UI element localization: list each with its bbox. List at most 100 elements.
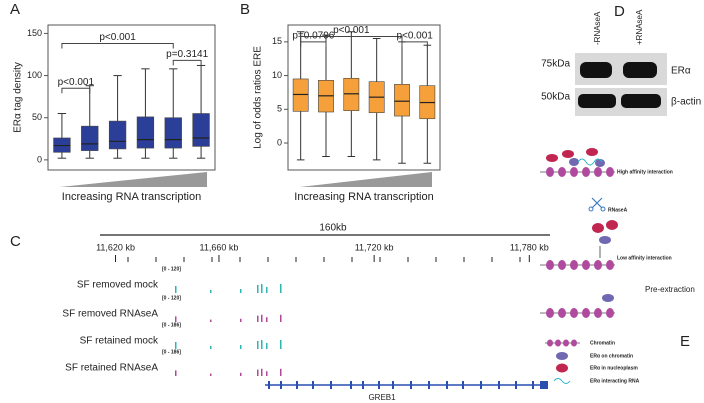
peak — [175, 316, 177, 322]
diagram-text: Pre-extraction — [645, 285, 695, 294]
exon — [515, 381, 517, 389]
exon — [498, 381, 500, 389]
exon — [532, 381, 534, 389]
diagram-text: RNaseA — [608, 207, 628, 213]
peak — [240, 289, 242, 293]
significance-bracket — [172, 59, 202, 66]
exon — [410, 381, 412, 389]
genome-tick-label: 11,720 kb — [355, 242, 394, 252]
y-tick-label: 15 — [272, 36, 282, 46]
peak — [261, 340, 263, 349]
peak — [210, 373, 212, 376]
box — [394, 84, 410, 117]
box — [164, 117, 182, 149]
significance-bracket — [300, 35, 403, 42]
gradient-triangle — [60, 172, 207, 187]
blot-band — [578, 94, 616, 108]
box — [136, 116, 155, 149]
peak — [280, 284, 282, 293]
blot-band — [580, 62, 612, 78]
diagram-text: Low affinity interaction — [617, 255, 672, 261]
track-name: SF retained RNAseA — [65, 363, 158, 374]
peak — [240, 345, 242, 349]
marker-label: 50kDa — [541, 92, 570, 103]
exon — [330, 381, 332, 389]
peak — [210, 319, 212, 322]
p-value: p<0.001 — [333, 25, 370, 36]
panel-letter: A — [10, 1, 20, 18]
box — [81, 125, 99, 151]
x-axis-label: Increasing RNA transcription — [294, 191, 433, 203]
diagram-text: High affinity interaction — [617, 169, 673, 175]
peak — [280, 368, 282, 376]
exon — [350, 381, 352, 389]
panel-letter: D — [614, 3, 625, 20]
lane-label: +RNAseA — [635, 9, 644, 45]
gene-name: GREB1 — [368, 393, 396, 402]
peak — [261, 368, 263, 376]
p-value: p<0.001 — [396, 31, 433, 42]
legend-text: Chromatin — [590, 340, 615, 346]
peak — [257, 369, 259, 376]
peak — [280, 340, 282, 349]
peak — [210, 346, 212, 349]
track-range: [0 - 186] — [162, 322, 181, 328]
y-axis-label: Log of odds ratios ERE — [253, 46, 264, 149]
box — [108, 120, 127, 150]
x-axis-label: Increasing RNA transcription — [62, 191, 201, 203]
peak — [175, 370, 177, 376]
y-tick-label: 50 — [32, 112, 42, 122]
genome-tick-label: 11,660 kb — [200, 242, 239, 252]
peak — [210, 290, 212, 293]
peak — [240, 372, 242, 376]
peak — [261, 314, 263, 322]
peak — [266, 371, 268, 376]
legend-text: ERα interacting RNA — [590, 378, 640, 384]
exon — [312, 381, 314, 389]
y-tick-label: 0 — [277, 137, 282, 147]
peak — [257, 285, 259, 293]
legend-text: ERα on chromatin — [590, 353, 633, 359]
significance-bracket — [61, 43, 174, 49]
track-name: SF removed RNAseA — [62, 309, 158, 320]
significance-bracket — [61, 87, 91, 94]
p-value: p=0.3141 — [166, 49, 208, 60]
peak — [266, 287, 268, 293]
peak — [261, 284, 263, 293]
peak — [266, 317, 268, 322]
peak — [257, 341, 259, 349]
y-tick-label: 0 — [37, 154, 42, 164]
exon — [362, 381, 364, 389]
exon — [268, 381, 270, 389]
track-name: SF removed mock — [77, 280, 159, 291]
scale-label: 160kb — [319, 223, 347, 234]
track-range: [0 - 120] — [162, 266, 181, 272]
y-tick-label: 5 — [277, 104, 282, 114]
track-name: SF retained mock — [80, 336, 159, 347]
protein-label: β-actin — [671, 97, 701, 108]
marker-label: 75kDa — [541, 59, 570, 70]
box — [192, 113, 210, 147]
plot-frame — [47, 24, 216, 171]
y-tick-label: 150 — [27, 28, 42, 38]
y-tick-label: 10 — [272, 70, 282, 80]
peak — [175, 342, 177, 349]
diagram: High affinity interaction RNaseA Low aff… — [540, 148, 695, 384]
exon — [480, 381, 482, 389]
box — [292, 78, 309, 112]
exon — [446, 381, 448, 389]
panel-letter: E — [680, 333, 690, 350]
peak — [266, 343, 268, 349]
track-range: [0 - 186] — [162, 349, 181, 355]
exon — [540, 381, 548, 389]
exon — [462, 381, 464, 389]
protein-label: ERα — [671, 66, 691, 77]
y-axis-label: ERα tag density — [13, 62, 24, 133]
exon — [296, 381, 298, 389]
genome-tick-label: 11,620 kb — [96, 242, 135, 252]
exon — [280, 381, 282, 389]
legend-text: ERα in nucleoplasm — [590, 365, 638, 371]
blot-band — [623, 62, 657, 78]
gradient-triangle — [300, 172, 432, 187]
peak — [280, 314, 282, 322]
